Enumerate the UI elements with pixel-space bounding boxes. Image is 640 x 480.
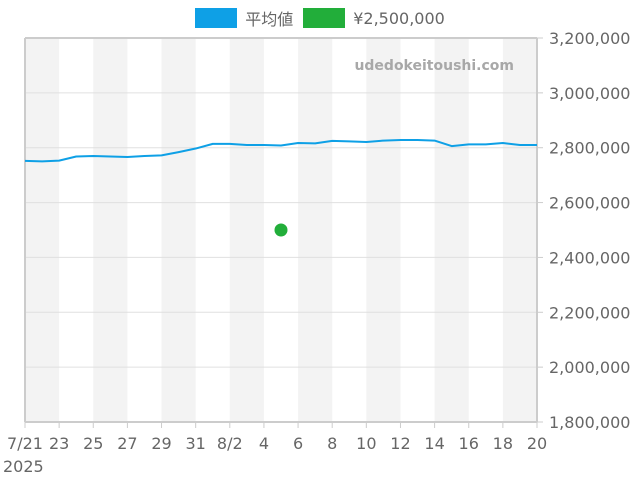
x-tick-label: 10 xyxy=(356,434,376,453)
x-tick-label: 8 xyxy=(327,434,337,453)
band xyxy=(161,38,196,422)
y-tick-label: 2,600,000 xyxy=(549,194,630,213)
x-tick-label: 23 xyxy=(49,434,69,453)
legend-label-average: 平均値 xyxy=(245,10,294,29)
x-tick-label: 18 xyxy=(493,434,513,453)
band xyxy=(229,38,264,422)
price-points xyxy=(274,223,288,237)
x-tick-label: 27 xyxy=(117,434,137,453)
x-axis-labels: 7/21 23 25 27 29 31 8/2 4 6 8 10 12 14 16 18 20 2025 xyxy=(3,422,547,476)
y-tick-label: 1,800,000 xyxy=(549,413,630,432)
y-axis-labels: 3,200,000 3,000,000 2,800,000 2,600,000 2,40… xyxy=(537,29,630,432)
band xyxy=(366,38,401,422)
x-tick-label: 7/21 xyxy=(7,434,43,453)
band xyxy=(434,38,469,422)
y-tick-label: 3,200,000 xyxy=(549,29,630,48)
chart-legend: 平均値 ¥2,500,000 xyxy=(0,6,640,30)
x-tick-label: 20 xyxy=(527,434,547,453)
x-tick-label: 25 xyxy=(83,434,103,453)
x-tick-label: 29 xyxy=(151,434,171,453)
band xyxy=(25,38,60,422)
y-tick-label: 2,800,000 xyxy=(549,139,630,158)
x-year-label: 2025 xyxy=(3,457,44,476)
y-tick-label: 2,000,000 xyxy=(549,358,630,377)
x-tick-label: 4 xyxy=(259,434,269,453)
legend-item-average[interactable]: 平均値 xyxy=(195,6,293,30)
x-tick-label: 14 xyxy=(424,434,444,453)
legend-label-price: ¥2,500,000 xyxy=(353,8,445,28)
y-tick-label: 2,200,000 xyxy=(549,303,630,322)
price-point[interactable] xyxy=(274,223,288,237)
x-tick-label: 12 xyxy=(390,434,410,453)
band xyxy=(93,38,128,422)
x-tick-label: 8/2 xyxy=(217,434,243,453)
axes xyxy=(24,37,538,423)
legend-swatch-price xyxy=(303,8,346,28)
background-bands xyxy=(25,38,537,422)
band xyxy=(502,38,537,422)
band xyxy=(298,38,333,422)
y-tick-label: 2,400,000 xyxy=(549,248,630,267)
watermark: udedokeitoushi.com xyxy=(354,58,514,74)
y-tick-label: 3,000,000 xyxy=(549,84,630,103)
x-tick-label: 31 xyxy=(185,434,205,453)
average-price-line xyxy=(24,139,537,163)
x-tick-label: 6 xyxy=(293,434,303,453)
legend-swatch-average xyxy=(195,8,238,28)
x-tick-label: 16 xyxy=(459,434,479,453)
legend-item-price[interactable]: ¥2,500,000 xyxy=(303,8,445,28)
